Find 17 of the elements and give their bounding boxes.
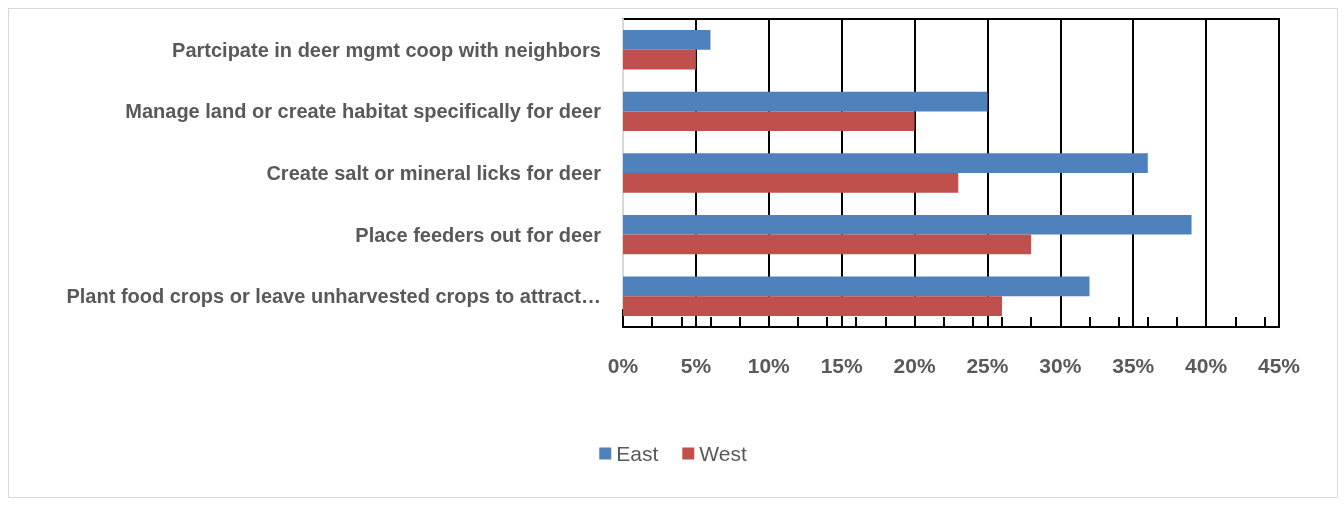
x-tick-label: 30% — [1039, 354, 1082, 377]
legend-label: East — [616, 442, 659, 465]
x-tick-label: 0% — [607, 354, 639, 377]
x-tick-label: 5% — [680, 354, 712, 377]
y-tick-label: Create salt or mineral licks for deer — [266, 162, 602, 184]
x-tick-label: 15% — [820, 354, 864, 377]
x-tick-label: 20% — [893, 354, 936, 377]
y-tick-label: Manage land or create habitat specifically for deer — [125, 100, 602, 123]
y-tick-label: Partcipate in deer mgmt coop with neighbors — [172, 38, 601, 61]
x-tick-label: 45% — [1257, 354, 1301, 377]
y-tick-label: Place feeders out for deer — [355, 223, 602, 246]
x-tick-label: 40% — [1185, 354, 1228, 377]
x-tick-label: 25% — [966, 354, 1009, 377]
legend-label: West — [699, 442, 747, 465]
x-tick-label: 35% — [1112, 354, 1155, 377]
y-tick-label: Plant food crops or leave unharvested crops to attract… — [66, 285, 601, 308]
x-tick-label: 10% — [747, 354, 791, 377]
